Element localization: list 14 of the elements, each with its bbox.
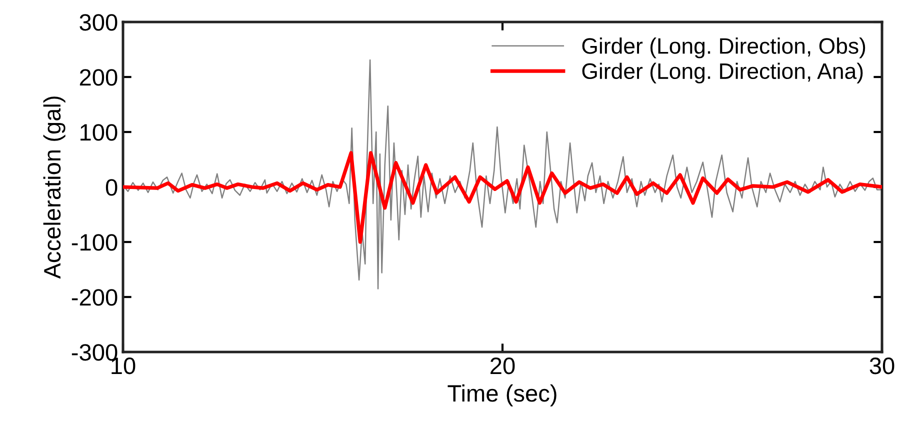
y-tick-label: 100: [80, 124, 118, 141]
y-tick-label: 0: [106, 179, 118, 196]
x-tick-label: 30: [870, 357, 894, 374]
y-tick-label: -200: [72, 289, 118, 306]
line-series: [123, 59, 882, 290]
x-tick-label: 20: [490, 357, 515, 374]
x-axis-title: Time (sec): [448, 384, 556, 406]
y-tick-label: -100: [72, 234, 118, 251]
legend-label: Girder (Long. Direction, Ana): [582, 62, 863, 84]
y-tick-label: 300: [80, 14, 118, 31]
y-tick-label: 200: [80, 69, 118, 86]
line-series: [123, 151, 882, 244]
legend-label: Girder (Long. Direction, Obs): [582, 38, 866, 58]
y-axis-title: Acceleration (gal): [43, 96, 66, 279]
